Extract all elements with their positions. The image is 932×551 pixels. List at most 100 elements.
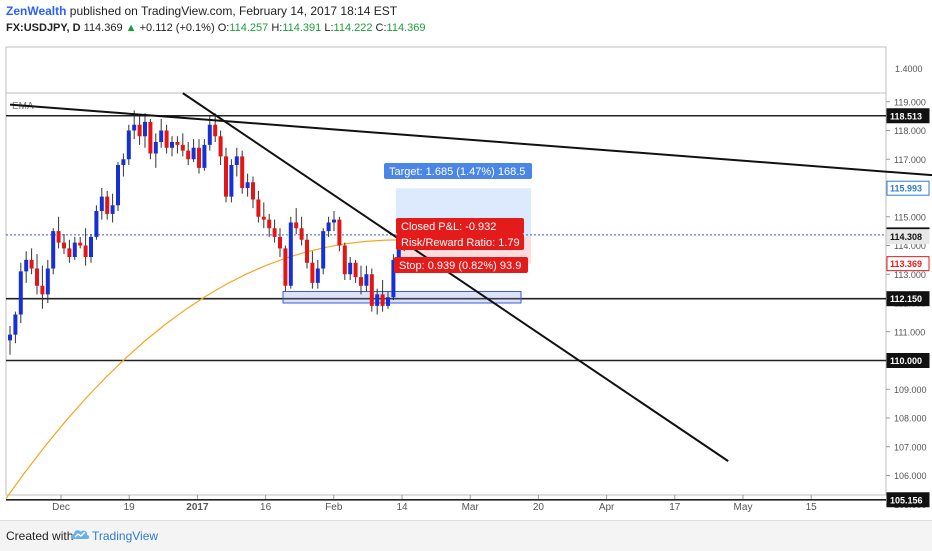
candle-body[interactable] (110, 205, 115, 214)
candle-body[interactable] (348, 262, 353, 275)
candle-body[interactable] (13, 314, 18, 335)
candle-body[interactable] (202, 144, 207, 168)
candle-body[interactable] (380, 294, 385, 306)
candle-body[interactable] (369, 274, 374, 306)
candle-body[interactable] (315, 268, 320, 283)
candle-body[interactable] (143, 121, 147, 137)
tradingview-brand[interactable]: TradingView (92, 529, 159, 543)
candle-body[interactable] (288, 222, 293, 286)
candle-body[interactable] (62, 242, 66, 249)
candle-body[interactable] (180, 144, 185, 151)
candle-body[interactable] (299, 228, 304, 240)
stop-label-box (394, 257, 528, 273)
candle-body[interactable] (294, 222, 299, 229)
candle-body[interactable] (116, 165, 120, 206)
candle-body[interactable] (72, 242, 77, 257)
candle-body[interactable] (283, 248, 288, 286)
price-tag-level[interactable] (886, 492, 930, 508)
price-tag-target[interactable] (886, 180, 930, 196)
candle-body[interactable] (186, 150, 191, 160)
publish-info: published on TradingView.com, February 1… (66, 4, 398, 18)
candle-body[interactable] (51, 231, 56, 269)
candle-body[interactable] (396, 245, 401, 260)
candle-body[interactable] (272, 228, 277, 237)
candle-body[interactable] (89, 236, 93, 257)
price-tag-ema[interactable] (886, 229, 930, 245)
support-zone-rect[interactable] (282, 291, 522, 304)
x-tick-label: 16 (260, 502, 272, 513)
price-tag-stop[interactable] (886, 256, 930, 272)
x-tick-label: 14 (396, 502, 408, 513)
candle-body[interactable] (229, 165, 234, 197)
candle-body[interactable] (45, 268, 50, 295)
candle-body[interactable] (261, 216, 266, 220)
candle-body[interactable] (197, 147, 201, 168)
candle-body[interactable] (332, 219, 336, 223)
trendline[interactable] (9, 103, 932, 177)
candle-body[interactable] (326, 222, 331, 232)
trendline[interactable] (182, 92, 729, 462)
x-tick-label: 2017 (186, 502, 209, 513)
candle-body[interactable] (321, 231, 326, 269)
publish-line: ZenWealth published on TradingView.com, … (6, 4, 397, 18)
candle-body[interactable] (94, 211, 99, 237)
author-name[interactable]: ZenWealth (6, 4, 67, 18)
candle-body[interactable] (391, 259, 396, 298)
candle-body[interactable] (213, 124, 218, 137)
candle-body[interactable] (164, 130, 169, 148)
price-chart[interactable]: 1.4000119.000118.000117.000116.000115.00… (0, 0, 932, 520)
candle-body[interactable] (105, 196, 110, 214)
candle-body[interactable] (245, 182, 250, 188)
candle-body[interactable] (251, 182, 255, 200)
candle-body[interactable] (240, 156, 245, 188)
price-tag-level[interactable] (886, 353, 930, 368)
y-tick-label: 107.000 (894, 442, 927, 452)
candle-body[interactable] (35, 268, 39, 286)
price-tag-label: 115.993 (890, 184, 922, 194)
price-tag-label: 118.513 (890, 111, 922, 121)
candle-body[interactable] (375, 294, 380, 306)
candle-body[interactable] (386, 297, 390, 306)
symbol-name[interactable]: FX:USDJPY, D (6, 22, 81, 34)
price-tag-level[interactable] (886, 108, 930, 124)
candle-body[interactable] (364, 274, 369, 286)
candle-body[interactable] (310, 262, 315, 283)
candle-body[interactable] (224, 156, 228, 197)
candle-body[interactable] (191, 147, 196, 160)
y-tick-label: 119.000 (894, 97, 926, 107)
candle-body[interactable] (337, 219, 342, 246)
candle-body[interactable] (18, 271, 23, 315)
candle-body[interactable] (234, 156, 239, 165)
candle-body[interactable] (256, 199, 261, 217)
price-tag-level[interactable] (886, 291, 930, 307)
candle-body[interactable] (305, 239, 309, 263)
candle-body[interactable] (67, 248, 72, 257)
candle-body[interactable] (278, 236, 282, 249)
candle-body[interactable] (99, 196, 104, 211)
candle-body[interactable] (121, 159, 126, 165)
candle-body[interactable] (159, 130, 164, 143)
open-label: O: (217, 22, 230, 34)
candle-body[interactable] (170, 142, 174, 148)
price-tag-label: 114.308 (890, 232, 922, 242)
candle-body[interactable] (132, 124, 137, 131)
candle-body[interactable] (207, 124, 212, 145)
candle-body[interactable] (342, 245, 347, 275)
candle-body[interactable] (353, 262, 358, 278)
candle-body[interactable] (8, 334, 12, 341)
candle-body[interactable] (148, 121, 153, 154)
candle-body[interactable] (175, 142, 180, 145)
candle-body[interactable] (83, 245, 88, 258)
candle-body[interactable] (29, 259, 34, 269)
candle-body[interactable] (78, 242, 83, 246)
candle-body[interactable] (56, 231, 61, 243)
up-arrow-icon: ▲ (125, 22, 137, 34)
candle-body[interactable] (218, 136, 223, 157)
candle-body[interactable] (267, 219, 272, 229)
candle-body[interactable] (137, 124, 142, 137)
candle-body[interactable] (126, 130, 131, 160)
candle-body[interactable] (153, 142, 158, 154)
candle-body[interactable] (24, 259, 29, 272)
candle-body[interactable] (359, 277, 363, 286)
candle-body[interactable] (40, 285, 45, 295)
